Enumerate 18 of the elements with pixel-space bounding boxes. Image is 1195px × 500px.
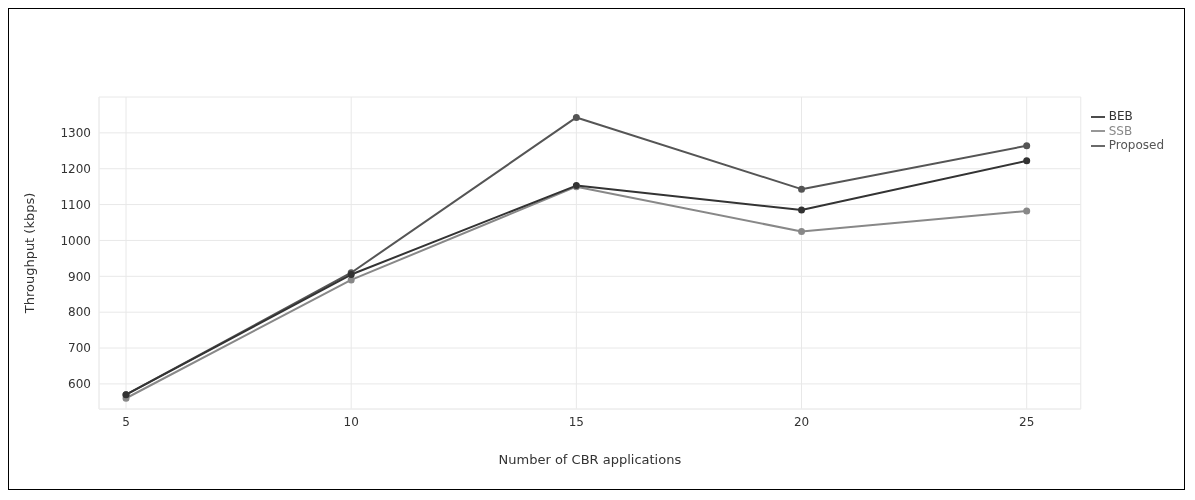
legend-label: Proposed <box>1108 138 1164 152</box>
x-axis-title: Number of CBR applications <box>498 452 682 467</box>
y-tick-label: 1000 <box>60 233 91 248</box>
x-tick-label: 20 <box>793 414 810 429</box>
x-tick-label: 5 <box>122 414 130 429</box>
y-tick-label: 800 <box>68 305 91 320</box>
y-tick-label: 700 <box>68 341 91 356</box>
legend-label: SSB <box>1108 123 1133 138</box>
y-tick-label: 1200 <box>60 161 91 176</box>
y-tick-label: 900 <box>68 269 91 284</box>
x-tick-label: 25 <box>1019 414 1035 429</box>
legend-label: BEB <box>1108 109 1133 123</box>
y-tick-label: 600 <box>68 377 91 392</box>
y-tick-label: 1100 <box>60 197 91 212</box>
y-axis-title: Throughput (kbps) <box>21 192 37 315</box>
x-tick-label: 15 <box>568 414 585 429</box>
y-tick-label: 1300 <box>60 126 91 141</box>
x-tick-label: 10 <box>343 414 359 429</box>
